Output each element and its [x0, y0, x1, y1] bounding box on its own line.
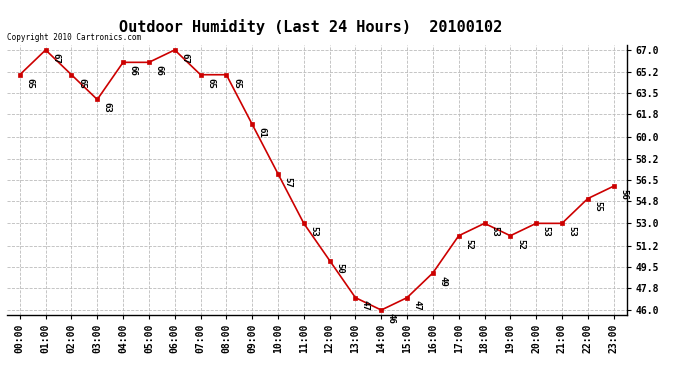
Text: 53: 53 — [542, 226, 551, 237]
Text: 65: 65 — [26, 78, 34, 88]
Text: 52: 52 — [464, 238, 473, 249]
Text: 65: 65 — [77, 78, 86, 88]
Text: Copyright 2010 Cartronics.com: Copyright 2010 Cartronics.com — [7, 33, 141, 42]
Text: 65: 65 — [206, 78, 215, 88]
Text: 67: 67 — [51, 53, 60, 63]
Text: 67: 67 — [180, 53, 189, 63]
Text: 53: 53 — [490, 226, 499, 237]
Text: 57: 57 — [284, 177, 293, 188]
Text: 55: 55 — [593, 201, 602, 212]
Text: 46: 46 — [387, 313, 396, 324]
Text: 56: 56 — [619, 189, 628, 200]
Text: 61: 61 — [258, 127, 267, 138]
Text: Outdoor Humidity (Last 24 Hours)  20100102: Outdoor Humidity (Last 24 Hours) 2010010… — [119, 19, 502, 35]
Text: 66: 66 — [155, 65, 164, 76]
Text: 50: 50 — [335, 263, 344, 274]
Text: 52: 52 — [516, 238, 525, 249]
Text: 49: 49 — [438, 276, 447, 286]
Text: 53: 53 — [309, 226, 318, 237]
Text: 53: 53 — [568, 226, 577, 237]
Text: 63: 63 — [103, 102, 112, 113]
Text: 47: 47 — [361, 300, 370, 311]
Text: 47: 47 — [413, 300, 422, 311]
Text: 66: 66 — [128, 65, 137, 76]
Text: 65: 65 — [232, 78, 241, 88]
